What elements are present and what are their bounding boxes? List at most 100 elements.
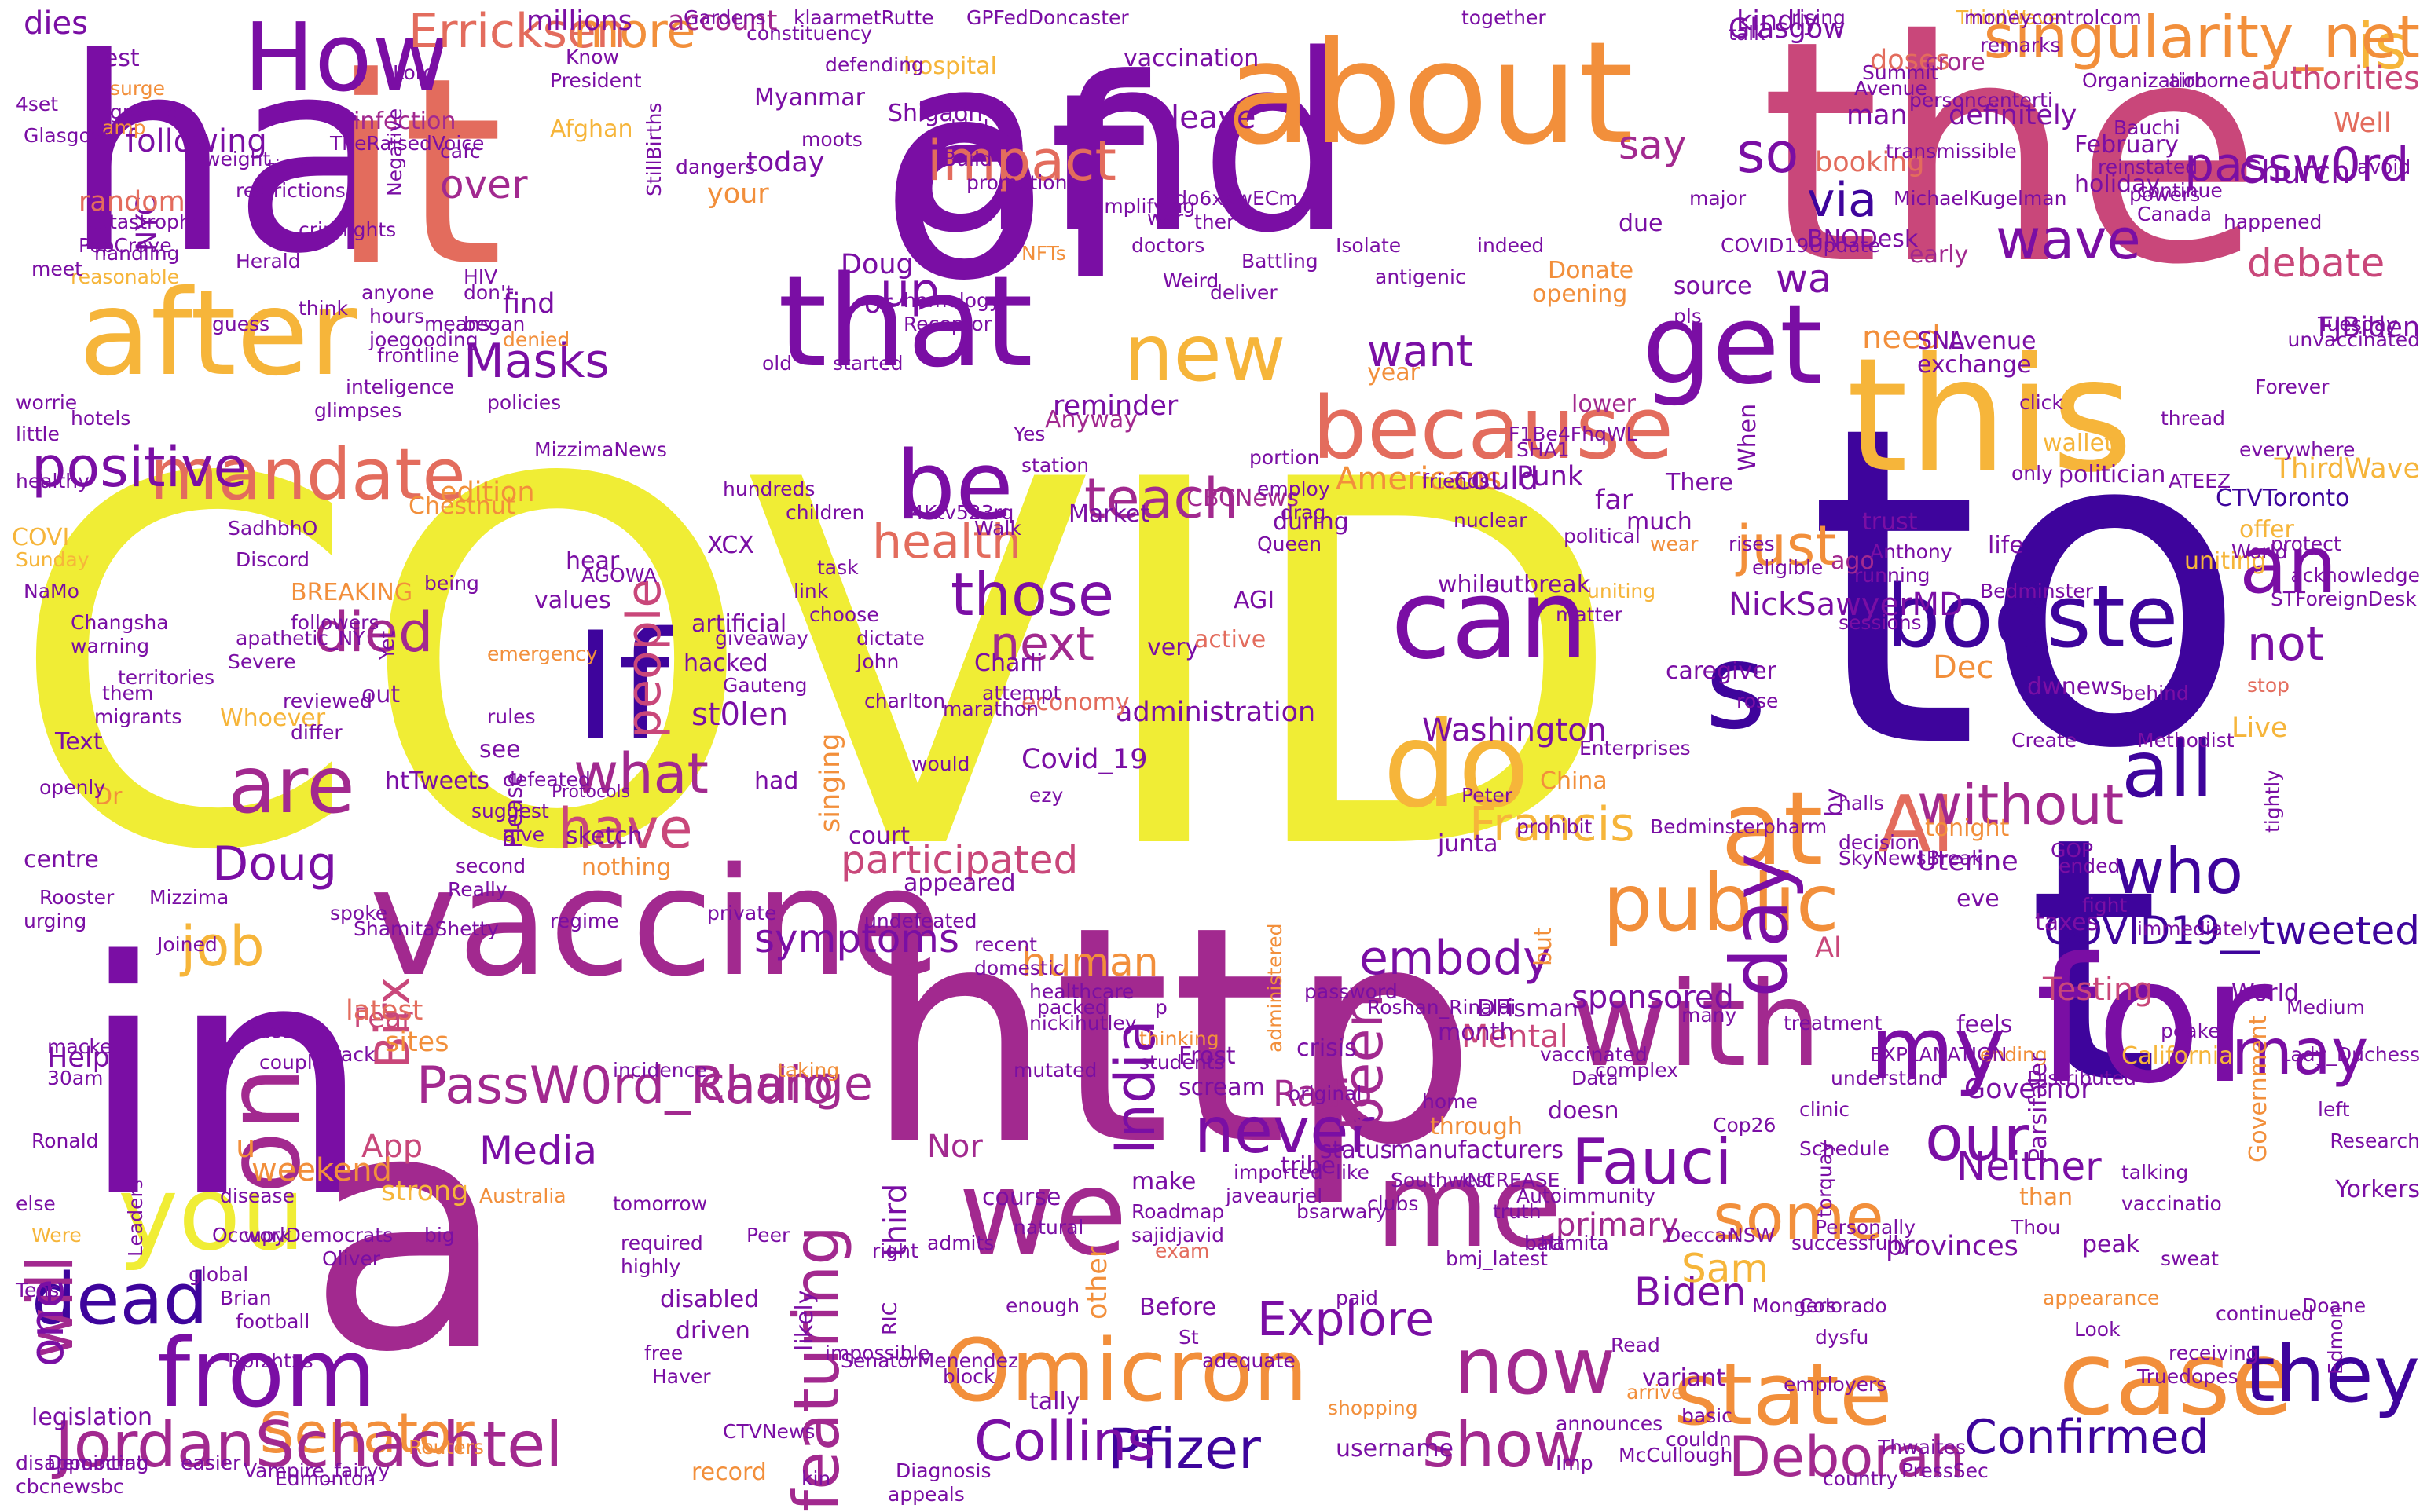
- word-453: NSW: [1729, 1224, 1776, 1247]
- word-279: Read: [1611, 1334, 1660, 1356]
- word-82: impact: [927, 129, 1116, 193]
- word-280: McCullough: [1619, 1444, 1733, 1466]
- word-51: they: [2244, 1328, 2420, 1420]
- word-438: global: [189, 1263, 249, 1286]
- word-111: NickSawyerMD: [1729, 587, 1964, 623]
- word-119: leave: [1171, 100, 1256, 136]
- word-15: that: [778, 248, 1033, 395]
- word-327: nickihutley: [1029, 1012, 1137, 1034]
- word-380: SkyNewsBreak: [1839, 847, 1983, 869]
- word-320: status: [1320, 1137, 1393, 1164]
- word-274: Reuters: [409, 1436, 484, 1459]
- word-489: Ydo6xKwECm: [1163, 187, 1298, 210]
- word-100: Masks: [464, 334, 610, 389]
- word-293: feels: [1956, 1011, 2013, 1038]
- word-5: of: [880, 20, 1146, 341]
- word-127: primary: [1556, 1207, 1679, 1243]
- word-265: highly: [621, 1255, 681, 1278]
- word-493: amplifying: [1092, 195, 1196, 218]
- word-199: Anyway: [1045, 406, 1138, 434]
- word-386: territories: [118, 666, 214, 689]
- word-416: taking: [778, 1059, 840, 1082]
- word-404: Really: [448, 878, 508, 901]
- word-253: home: [1422, 1090, 1478, 1113]
- word-284: continued: [2216, 1302, 2314, 1325]
- word-368: everywhere: [2239, 438, 2356, 461]
- word-116: App: [361, 1129, 424, 1165]
- word-546: openly: [39, 776, 106, 799]
- word-332: 30am: [47, 1067, 104, 1089]
- word-4: http: [864, 862, 1478, 1210]
- word-564: glimpses: [314, 399, 402, 422]
- word-174: lower: [1571, 390, 1637, 418]
- word-500: Isolate: [1336, 234, 1402, 257]
- word-501: antigenic: [1375, 265, 1466, 288]
- word-321: like: [1336, 1161, 1370, 1184]
- word-7: ha: [63, 2, 396, 313]
- word-22: with: [1571, 957, 1822, 1093]
- word-104: need: [1862, 320, 1941, 356]
- word-518: drag: [1281, 501, 1326, 524]
- word-247: doesn: [1548, 1097, 1619, 1125]
- word-503: COVID19Update: [1721, 234, 1880, 257]
- word-228: XCX: [707, 532, 754, 559]
- word-230: economy: [1021, 689, 1130, 716]
- word-389: Rooster: [39, 886, 115, 909]
- word-261: disease: [220, 1184, 295, 1207]
- word-447: basic: [1681, 1404, 1732, 1427]
- word-267: driven: [676, 1317, 750, 1345]
- word-465: clinic: [1799, 1098, 1850, 1121]
- word-477: Autoimmunity: [1516, 1184, 1656, 1207]
- word-214: Text: [55, 728, 103, 756]
- word-342: denied: [503, 328, 570, 351]
- word-102: so: [1736, 121, 1799, 185]
- word-203: dwnews: [2027, 673, 2123, 701]
- word-294: ending: [1980, 1043, 2048, 1066]
- word-244: exam: [1155, 1239, 1210, 1262]
- word-126: strong: [381, 1176, 469, 1207]
- word-349: catastrophe: [86, 211, 204, 233]
- word-209: taxes: [2035, 909, 2099, 936]
- word-303: tightly: [2261, 769, 2284, 833]
- word-138: year: [1367, 359, 1420, 386]
- word-430: paid: [1336, 1287, 1379, 1309]
- word-229: Charli: [974, 650, 1043, 677]
- word-479: bmj_latest: [1446, 1247, 1548, 1270]
- word-562: joegooding: [369, 328, 478, 351]
- word-213: Dr: [94, 783, 123, 811]
- word-193: ago: [1831, 547, 1875, 575]
- word-237: values: [534, 587, 611, 614]
- word-275: Diagnosis: [896, 1459, 992, 1482]
- word-42: AI: [1878, 778, 1955, 870]
- word-525: wear: [1650, 533, 1699, 555]
- word-143: following: [126, 123, 267, 159]
- word-183: politician: [2059, 461, 2166, 489]
- word-217: Democrat: [47, 1452, 145, 1474]
- word-53: Senator: [259, 1401, 475, 1466]
- word-292: Governor: [1964, 1074, 2092, 1105]
- word-383: Enterprises: [1579, 737, 1691, 760]
- word-326: healthcare: [1029, 980, 1135, 1003]
- word-450: receiving: [2169, 1342, 2259, 1364]
- word-328: packed: [1037, 996, 1108, 1019]
- word-446: couldn: [1666, 1428, 1732, 1451]
- word-56: some: [1713, 1181, 1884, 1254]
- word-357: Tuesday: [2318, 313, 2398, 335]
- word-336: Receptor: [904, 313, 992, 335]
- word-123: sites: [385, 1027, 449, 1058]
- word-414: domestic: [974, 957, 1065, 979]
- word-172: reminder: [1053, 390, 1179, 422]
- word-198: Market: [1069, 500, 1150, 528]
- word-352: frontline: [377, 344, 460, 367]
- word-131: change: [699, 1056, 873, 1111]
- word-176: Donate: [1548, 257, 1634, 284]
- word-235: hacked: [684, 650, 768, 677]
- word-401: suggest: [471, 800, 549, 822]
- word-191: much: [1626, 508, 1692, 536]
- word-129: Americans: [1336, 461, 1502, 497]
- word-128: Washington: [1422, 712, 1608, 749]
- word-337: homology: [904, 289, 1001, 312]
- word-20: do: [1383, 697, 1530, 834]
- word-397: AGOWA: [581, 564, 658, 587]
- word-95: Neither: [1956, 1144, 2102, 1189]
